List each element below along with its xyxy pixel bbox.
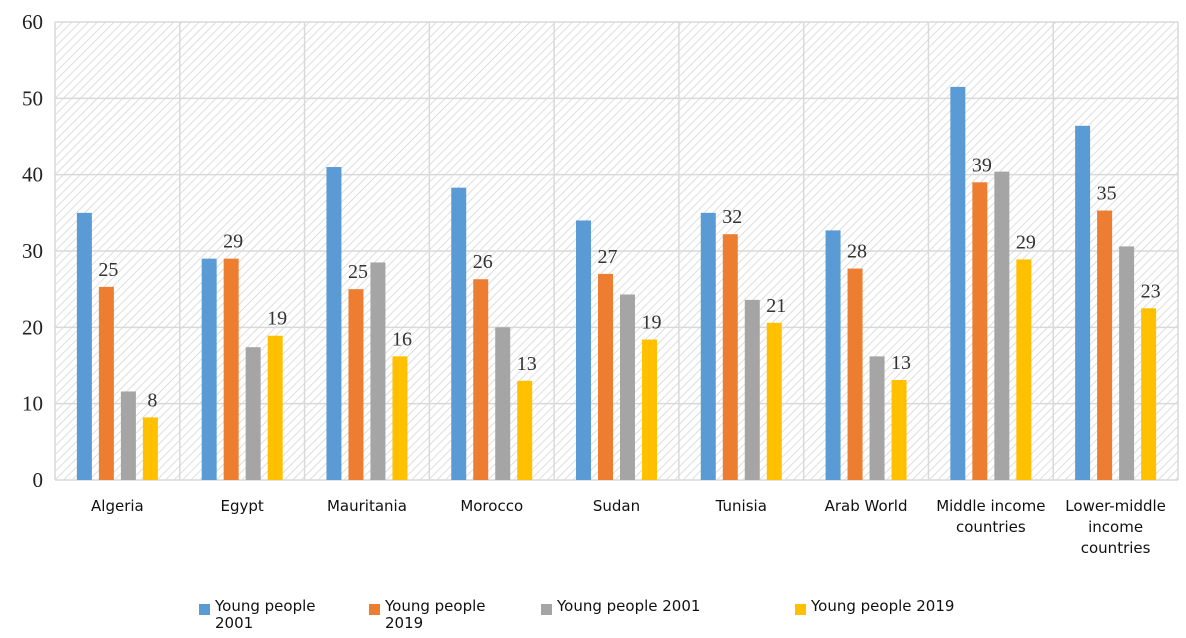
category-label: Algeria: [91, 497, 144, 515]
bar-middle-income-countries-series-1: [972, 182, 988, 481]
bar-middle-income-countries-series-3: [1016, 259, 1032, 480]
y-tick-label: 50: [22, 86, 43, 110]
category-labels: Algeria Egypt Mauritania Morocco Sudan Tunisi…: [91, 497, 1166, 557]
data-label: 32: [722, 206, 742, 228]
data-label: 16: [392, 328, 412, 350]
bar-morocco-series-0: [451, 187, 467, 481]
legend-swatch: [369, 604, 380, 615]
category-label: Tunisia: [715, 497, 767, 515]
legend: Young people 2001 Young people 2019 Young pe…: [0, 598, 1186, 638]
bar-lower-middle-income-countries-series-0: [1075, 125, 1091, 481]
bar-mauritania-series-1: [348, 289, 364, 480]
y-tick-label: 30: [22, 239, 43, 263]
legend-swatch: [199, 604, 210, 615]
bar-mauritania-series-0: [326, 167, 342, 481]
category-label: Morocco: [460, 497, 523, 515]
data-labels: 25 8 29 19 25 16 26 13 27 19 32 21 28 13 39 29 35 23: [98, 154, 1160, 411]
data-label: 27: [598, 246, 618, 268]
bar-sudan-series-1: [598, 273, 613, 480]
data-label: 25: [348, 261, 368, 283]
bar-egypt-series-2: [245, 347, 261, 480]
legend-item: Young people 2019: [369, 598, 486, 632]
category-label: Arab World: [825, 497, 908, 515]
category-label: Lower-middle income countries: [1065, 497, 1166, 557]
data-label: 28: [847, 241, 867, 263]
data-label: 19: [642, 312, 662, 334]
bar-middle-income-countries-series-2: [994, 171, 1010, 480]
bar-chart: 0 10 20 30 40 50 60 25 8 29 19 25 16 26 13 27 19 32 21 28 1…: [22, 10, 1179, 557]
bar-morocco-series-1: [473, 279, 489, 480]
legend-item: Young people 2001: [541, 598, 700, 615]
category-label: Egypt: [221, 497, 264, 515]
legend-item: Young people 2019: [795, 598, 954, 615]
bar-sudan-series-0: [576, 220, 591, 480]
bar-tunisia-series-2: [744, 299, 760, 480]
data-label: 13: [891, 352, 911, 374]
bar-tunisia-series-0: [700, 212, 716, 481]
data-label: 26: [473, 251, 493, 273]
category-label: Mauritania: [327, 497, 407, 515]
bar-algeria-series-1: [98, 286, 114, 480]
data-label: 39: [972, 154, 992, 176]
legend-label: Young people 2001: [215, 597, 316, 632]
legend-swatch: [541, 604, 552, 615]
data-label: 23: [1141, 280, 1161, 302]
bars: [76, 86, 1157, 481]
gridlines: [54, 21, 1179, 481]
data-label: 13: [517, 353, 537, 375]
bar-egypt-series-0: [201, 258, 217, 480]
bar-mauritania-series-3: [392, 356, 408, 480]
bar-tunisia-series-3: [766, 322, 782, 480]
bar-algeria-series-2: [120, 391, 136, 480]
legend-label: Young people 2019: [811, 597, 955, 615]
bar-mauritania-series-2: [370, 262, 386, 480]
legend-item: Young people 2001: [199, 598, 316, 632]
category-label: Sudan: [593, 497, 640, 515]
bar-arab-world-series-0: [825, 230, 841, 480]
bar-arab-world-series-1: [847, 268, 863, 480]
y-tick-label: 10: [22, 392, 43, 416]
category-label: Middle income countries: [936, 497, 1045, 536]
data-label: 29: [223, 231, 243, 253]
bar-egypt-series-1: [223, 258, 239, 480]
bar-sudan-series-2: [620, 294, 635, 480]
bar-lower-middle-income-countries-series-3: [1141, 308, 1157, 480]
y-tick-label: 20: [22, 315, 43, 339]
bar-egypt-series-3: [267, 335, 283, 480]
bar-tunisia-series-1: [722, 234, 738, 480]
data-label: 29: [1016, 231, 1036, 253]
bar-lower-middle-income-countries-series-2: [1119, 246, 1135, 480]
y-tick-label: 0: [33, 468, 44, 492]
y-tick-label: 60: [22, 10, 43, 34]
bar-sudan-series-3: [642, 339, 657, 480]
bar-middle-income-countries-series-0: [950, 86, 966, 480]
data-label: 8: [147, 389, 157, 411]
data-label: 35: [1097, 183, 1117, 205]
y-tick-label: 40: [22, 163, 43, 187]
bar-lower-middle-income-countries-series-1: [1097, 210, 1113, 480]
data-label: 21: [766, 295, 786, 317]
legend-label: Young people 2001: [557, 597, 701, 615]
legend-swatch: [795, 604, 806, 615]
bar-arab-world-series-3: [891, 380, 907, 480]
legend-label: Young people 2019: [385, 597, 486, 632]
bar-arab-world-series-2: [869, 356, 885, 480]
data-label: 19: [267, 308, 287, 330]
bar-morocco-series-3: [517, 380, 533, 480]
y-axis-ticks: 0 10 20 30 40 50 60: [22, 10, 43, 492]
bar-algeria-series-0: [76, 212, 92, 481]
bar-algeria-series-3: [142, 417, 158, 480]
data-label: 25: [98, 259, 118, 281]
bar-morocco-series-2: [495, 327, 511, 480]
